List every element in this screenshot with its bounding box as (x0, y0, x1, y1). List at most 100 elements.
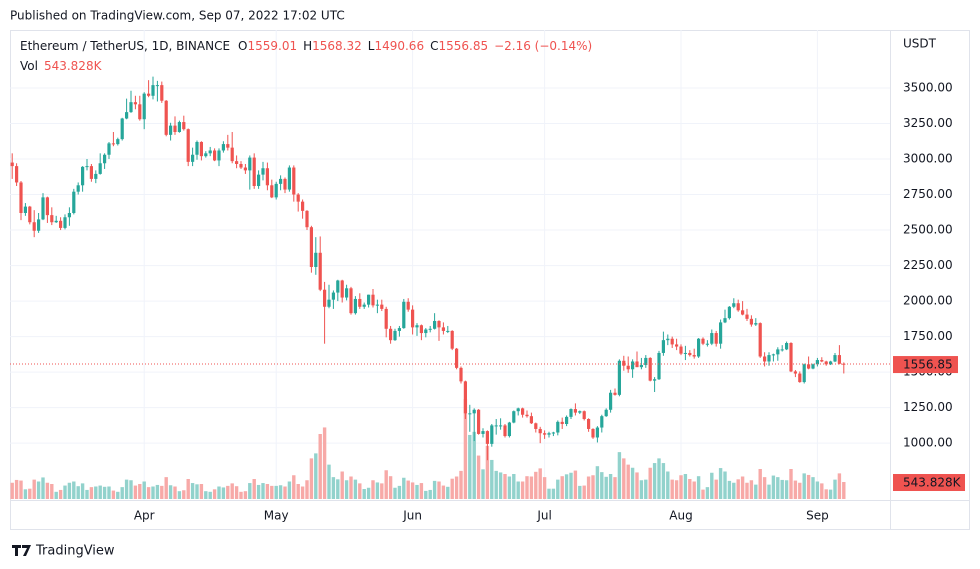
volume-bar (718, 468, 723, 499)
volume-bar (124, 479, 129, 499)
candle-body (529, 416, 533, 424)
candle-body (19, 182, 23, 213)
volume-bar (375, 482, 380, 499)
volume-bar (146, 487, 151, 499)
volume-bar (494, 470, 498, 499)
candle-body (204, 153, 208, 157)
candle-body (613, 392, 617, 395)
volume-bar (432, 480, 437, 499)
candle-body (151, 85, 155, 96)
volume-bar (798, 482, 802, 499)
y-tick-label: 3500.00 (903, 80, 953, 94)
candle-body (261, 168, 265, 175)
volume-legend: Vol 543.828K (20, 59, 103, 73)
candle-body (573, 409, 577, 413)
y-tick-label: 3000.00 (903, 152, 953, 166)
volume-bar (688, 479, 692, 499)
candle-body (63, 217, 67, 228)
candle-body (732, 303, 736, 307)
volume-bar (305, 480, 309, 499)
candle-body (98, 163, 102, 174)
volume-bar (366, 487, 371, 499)
volume-bar (173, 486, 177, 499)
volume-bar (481, 469, 485, 499)
published-note: Published on TradingView.com, Sep 07, 20… (10, 9, 345, 23)
volume-bar (424, 490, 428, 499)
candle-body (389, 328, 393, 341)
candle-body (776, 349, 780, 355)
candle-body (538, 428, 542, 434)
volume-bar (72, 481, 76, 499)
candle-body (314, 252, 318, 267)
brand-logo: TradingView (12, 544, 115, 559)
volume-bar (67, 482, 72, 499)
volume-bar (23, 489, 28, 499)
volume-bar (547, 488, 551, 499)
candle-body (459, 367, 463, 382)
candle-body (820, 360, 824, 362)
volume-layer (10, 399, 846, 499)
candle-body (283, 178, 287, 190)
candle-body (164, 100, 168, 135)
candle-body (274, 183, 278, 198)
candle-body (604, 409, 608, 417)
volume-bar (182, 490, 186, 499)
candle-body (507, 422, 511, 437)
candle-body (301, 201, 305, 211)
volume-bar (582, 485, 586, 499)
volume-bar (129, 480, 133, 499)
candle-body (490, 425, 494, 444)
candle-body (697, 338, 701, 357)
volume-bar (833, 479, 837, 499)
volume-bar (164, 477, 168, 499)
brand-name: TradingView (35, 544, 115, 559)
candle-layer (10, 76, 846, 461)
candle-body (798, 373, 802, 383)
candle-body (811, 364, 815, 369)
volume-bar (811, 477, 815, 499)
volume-bar (151, 486, 155, 499)
candle-body (749, 318, 753, 325)
volume-bar (503, 474, 507, 499)
candle-body (666, 338, 670, 341)
volume-bar (806, 474, 811, 499)
volume-bar (604, 476, 608, 499)
volume-bar (221, 487, 226, 499)
volume-bar (406, 480, 410, 499)
volume-bar (239, 491, 243, 499)
volume-bar (58, 489, 63, 499)
volume-bar (569, 472, 573, 499)
candle-body (397, 328, 401, 331)
volume-bar (287, 481, 292, 499)
volume-bar (230, 483, 234, 499)
high-value: 1568.32 (312, 39, 362, 53)
volume-bar (670, 479, 674, 499)
volume-bar (842, 482, 846, 499)
volume-bar (314, 453, 318, 499)
axis-layer: 1000.001250.001500.001750.002000.002250.… (10, 80, 965, 523)
ohlc-letter: H (303, 39, 312, 53)
candle-body (125, 112, 129, 119)
volume-bar (780, 479, 784, 499)
candle-body (472, 409, 476, 414)
candle-body (345, 288, 349, 298)
volume-bar (322, 427, 327, 499)
candle-body (617, 360, 621, 395)
volume-bar (204, 491, 208, 499)
volume-value: 543.828K (44, 59, 103, 73)
candle-body (688, 352, 692, 356)
candle-body (235, 161, 239, 164)
candle-body (758, 323, 762, 357)
candle-body (292, 167, 296, 195)
candle-body (648, 357, 652, 381)
candle-body (670, 338, 674, 345)
volume-bar (28, 488, 32, 499)
volume-bar (50, 484, 54, 499)
volume-bar (776, 477, 780, 499)
candle-body (639, 365, 643, 368)
candle-body (252, 157, 256, 187)
candle-body (547, 433, 551, 435)
volume-bar (402, 477, 406, 499)
candle-body (802, 364, 806, 383)
